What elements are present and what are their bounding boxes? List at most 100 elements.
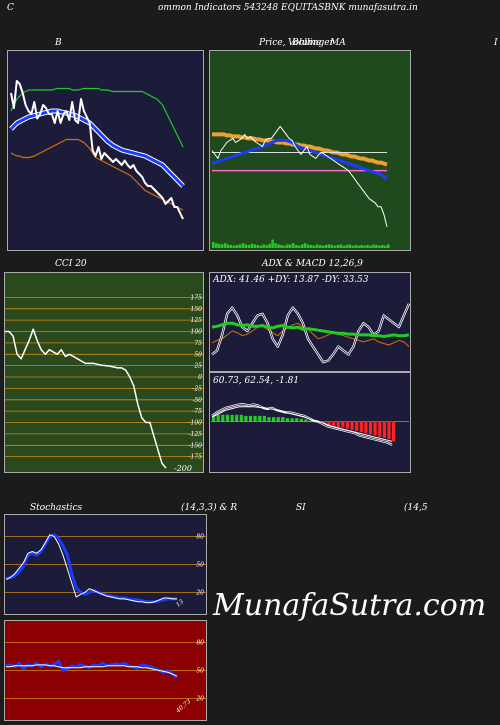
- cci-tick-label: -25: [192, 385, 202, 392]
- macd-hist-bar: [341, 421, 345, 428]
- volume-bar: [247, 245, 251, 248]
- macd-hist-bar: [248, 415, 253, 422]
- macd-hist-bar: [364, 421, 368, 434]
- cci-chart: 175 150 125 100 75 50 25 0 -25 -50 -75 -100 -125 -150…: [4, 272, 204, 473]
- macd-hist-bar: [322, 421, 326, 424]
- macd-hist-bar: [350, 421, 354, 430]
- volume-bar: [215, 243, 218, 248]
- volume-bar: [327, 244, 331, 248]
- cci-tick-label: -100: [189, 420, 203, 427]
- macd-hist-bar: [221, 414, 225, 422]
- macd-hist-bar: [290, 418, 294, 422]
- volume-bar: [333, 245, 337, 248]
- volume-bar: [339, 244, 342, 248]
- volume-bar: [235, 245, 239, 248]
- volume-bar: [354, 245, 357, 248]
- stoch-title: Stochastics: [30, 503, 83, 513]
- volume-bar: [336, 245, 340, 248]
- volume-bar: [298, 245, 301, 248]
- macd-label: 60.73, 62.54, -1.81: [213, 376, 300, 386]
- rsi-tick-label: 20: [195, 695, 204, 702]
- rsi-title: SI: [296, 503, 306, 513]
- volume-bar: [312, 245, 316, 248]
- cci-tick-label: -75: [192, 408, 202, 415]
- volume-bar: [244, 244, 248, 248]
- adx-series-0: [211, 321, 410, 338]
- macd-hist-bar: [230, 414, 234, 422]
- volume-bar: [330, 245, 334, 248]
- macd-hist-bar: [272, 417, 276, 422]
- rsi-params: (14,5: [404, 503, 428, 513]
- volume-bar: [303, 243, 307, 248]
- bollinger-title: B: [55, 38, 62, 48]
- volume-bar: [229, 245, 233, 248]
- stoch-tick-label: 50: [196, 562, 204, 569]
- macd-hist-bar: [336, 421, 340, 428]
- rsi-series-white: [6, 664, 178, 677]
- macd-hist-bar: [299, 418, 303, 422]
- macd-hist-bar: [285, 418, 289, 422]
- volume-bar: [286, 244, 289, 248]
- volume-bar: [342, 245, 345, 248]
- adx-panel: [209, 272, 411, 372]
- macd-hist-bar: [216, 414, 220, 422]
- stoch-tick-label: 20: [195, 589, 204, 596]
- price-title: Price,: [259, 38, 286, 48]
- volume-bar: [324, 245, 328, 248]
- stoch-last-label: 13: [175, 598, 185, 608]
- volume-bar: [271, 239, 274, 248]
- volume-bar: [265, 245, 268, 248]
- cci-title: CCI 20: [55, 259, 87, 269]
- macd-hist-bar: [239, 414, 243, 422]
- volume-bar: [250, 243, 254, 248]
- volume-bar: [241, 243, 245, 248]
- volume-bar: [223, 243, 227, 248]
- cci-tick-label: -150: [189, 442, 203, 449]
- volume-bar: [274, 243, 277, 248]
- watermark: MunafaSutra.com: [213, 588, 487, 623]
- volume-bar: [345, 245, 348, 248]
- volume-bar: [283, 245, 286, 248]
- stoch-params: (14,3,3) & R: [181, 503, 238, 513]
- bollinger-chart: [7, 50, 204, 251]
- bollinger-series-3: [10, 138, 184, 211]
- macd-hist-bar: [304, 419, 308, 422]
- volume-bar: [318, 245, 322, 248]
- macd-hist-bar: [382, 421, 386, 438]
- cci-tick-label: 100: [191, 329, 203, 336]
- volume-bar: [212, 242, 215, 248]
- macd-hist-bar: [345, 421, 349, 429]
- price-panel: [209, 50, 411, 251]
- stoch-series-white: [5, 534, 177, 604]
- macd-hist-bar: [281, 417, 285, 422]
- cci-tick-label: 0: [198, 374, 202, 381]
- volume-bar: [226, 244, 230, 248]
- macd-hist-bar: [378, 421, 382, 437]
- volume-bar: [238, 244, 242, 248]
- macd-hist-bar: [267, 417, 271, 422]
- price-title-overlap-volume: Volume: [288, 38, 322, 48]
- cci-tick-label: 125: [191, 317, 203, 324]
- volume-bar: [360, 245, 363, 248]
- cci-tick-label: -175: [189, 454, 203, 461]
- volume-bar: [301, 244, 304, 248]
- volume-bar: [220, 244, 224, 248]
- price-title-suffix: MA: [330, 38, 346, 48]
- volume-bar: [387, 244, 390, 248]
- cci-last-label: -200: [174, 464, 192, 473]
- cci-tick-label: 150: [191, 306, 203, 313]
- volume-bar: [268, 243, 271, 248]
- macd-hist-bar: [359, 421, 363, 433]
- volume-bar: [277, 244, 280, 248]
- header-title: ommon Indicators 543248 EQUITASBNK munaf…: [158, 3, 418, 13]
- macd-hist-bar: [355, 421, 359, 431]
- rsi-tick-label: 50: [196, 668, 204, 675]
- volume-bar: [375, 245, 378, 248]
- volume-bar: [351, 245, 354, 248]
- stoch-panel: 80 50 20 13: [4, 514, 207, 615]
- macd-hist-bar: [332, 421, 336, 427]
- volume-bar: [309, 245, 313, 248]
- macd-panel: [209, 372, 411, 473]
- bollinger-panel: [7, 50, 204, 251]
